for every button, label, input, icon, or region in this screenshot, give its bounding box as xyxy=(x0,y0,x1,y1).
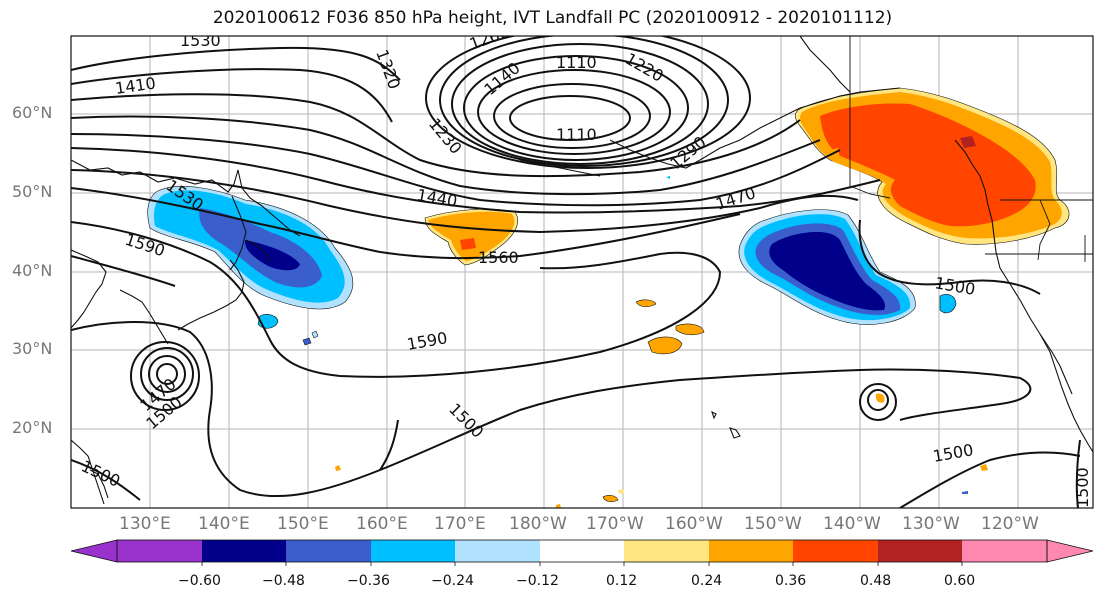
colorbar-tick-label: −0.36 xyxy=(347,573,390,589)
colorbar-tick-label: 0.24 xyxy=(691,573,723,589)
lat-label-40n: 40°N xyxy=(12,261,53,280)
colorbar-tick-label: 0.36 xyxy=(775,573,807,589)
lat-label-30n: 30°N xyxy=(12,339,53,358)
colorbar-tick-label: 0.12 xyxy=(606,573,638,589)
contour-label: 1530 xyxy=(180,31,221,50)
lat-label-50n: 50°N xyxy=(12,182,53,201)
contour-label: 1560 xyxy=(478,248,519,267)
lon-label: 150°W xyxy=(744,514,802,534)
lon-label: 170°W xyxy=(586,514,644,534)
lon-label: 140°W xyxy=(823,514,881,534)
lon-label: 170°E xyxy=(434,514,486,534)
map-border xyxy=(70,35,1094,509)
borders xyxy=(849,36,1093,262)
map-title: 2020100612 F036 850 hPa height, IVT Land… xyxy=(212,8,893,28)
height-contours xyxy=(71,36,1081,508)
colorbar-tick-label: 0.60 xyxy=(944,573,976,589)
colorbar-max-extension xyxy=(1046,539,1094,563)
lon-label: 160°W xyxy=(665,514,723,534)
ivt-negative-ne-pacific xyxy=(666,176,968,494)
colorbar-tick-label: 0.48 xyxy=(860,573,892,589)
lon-label: 140°E xyxy=(198,514,250,534)
colorbar-tick-label: −0.48 xyxy=(262,573,305,589)
contour-label: 1110 xyxy=(556,125,597,144)
contour-label: 1110 xyxy=(556,53,597,72)
lat-label-20n: 20°N xyxy=(12,418,53,437)
contour-label: 1500 xyxy=(1073,467,1092,508)
colorbar-tick-label: −0.24 xyxy=(431,573,474,589)
ivt-negative-japan xyxy=(147,186,354,346)
colorbar-tick-label: −0.12 xyxy=(516,573,559,589)
colorbar-tick-label: −0.60 xyxy=(178,573,221,589)
colorbar-min-extension xyxy=(70,539,118,563)
lon-label: 150°E xyxy=(277,514,329,534)
ivt-positive-nw-america xyxy=(794,87,1070,245)
lon-label: 160°E xyxy=(356,514,408,534)
lon-label: 180°W xyxy=(509,514,567,534)
coastlines xyxy=(71,36,1093,505)
lon-label: 130°E xyxy=(119,514,171,534)
lat-label-60n: 60°N xyxy=(12,103,53,122)
lon-label: 120°W xyxy=(981,514,1039,534)
lon-label: 130°W xyxy=(902,514,960,534)
colorbar xyxy=(70,539,1094,566)
